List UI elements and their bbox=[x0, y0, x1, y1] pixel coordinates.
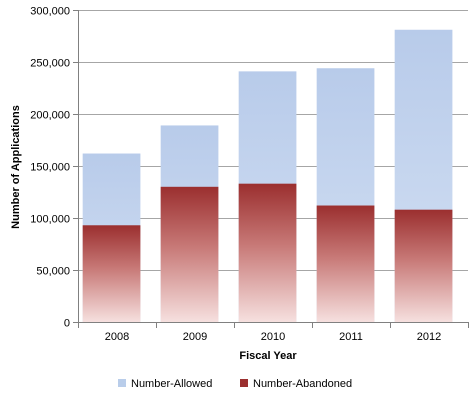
y-tick-label: 50,000 bbox=[36, 266, 70, 278]
y-axis-title: Number of Applications bbox=[10, 105, 22, 229]
y-tick-label: 300,000 bbox=[30, 6, 70, 18]
bar-number-abandoned bbox=[160, 186, 219, 322]
y-tick-label: 100,000 bbox=[30, 214, 70, 226]
legend-swatch bbox=[118, 379, 126, 387]
x-axis-title: Fiscal Year bbox=[239, 350, 297, 362]
legend-swatch bbox=[240, 379, 248, 387]
bar-number-abandoned bbox=[238, 183, 297, 322]
y-tick-label: 150,000 bbox=[30, 162, 70, 174]
x-tick-label: 2011 bbox=[339, 331, 363, 343]
legend-label: Number-Allowed bbox=[131, 378, 212, 390]
x-tick-label: 2008 bbox=[105, 331, 129, 343]
bar-number-abandoned bbox=[82, 225, 141, 322]
x-tick-label: 2009 bbox=[183, 331, 207, 343]
legend-label: Number-Abandoned bbox=[253, 378, 352, 390]
y-tick-label: 0 bbox=[64, 318, 70, 330]
bar-number-abandoned bbox=[394, 209, 453, 322]
bar-number-abandoned bbox=[316, 205, 375, 322]
y-tick-label: 200,000 bbox=[30, 110, 70, 122]
x-tick-label: 2010 bbox=[261, 331, 285, 343]
x-tick-label: 2012 bbox=[417, 331, 441, 343]
y-tick-label: 250,000 bbox=[30, 58, 70, 70]
